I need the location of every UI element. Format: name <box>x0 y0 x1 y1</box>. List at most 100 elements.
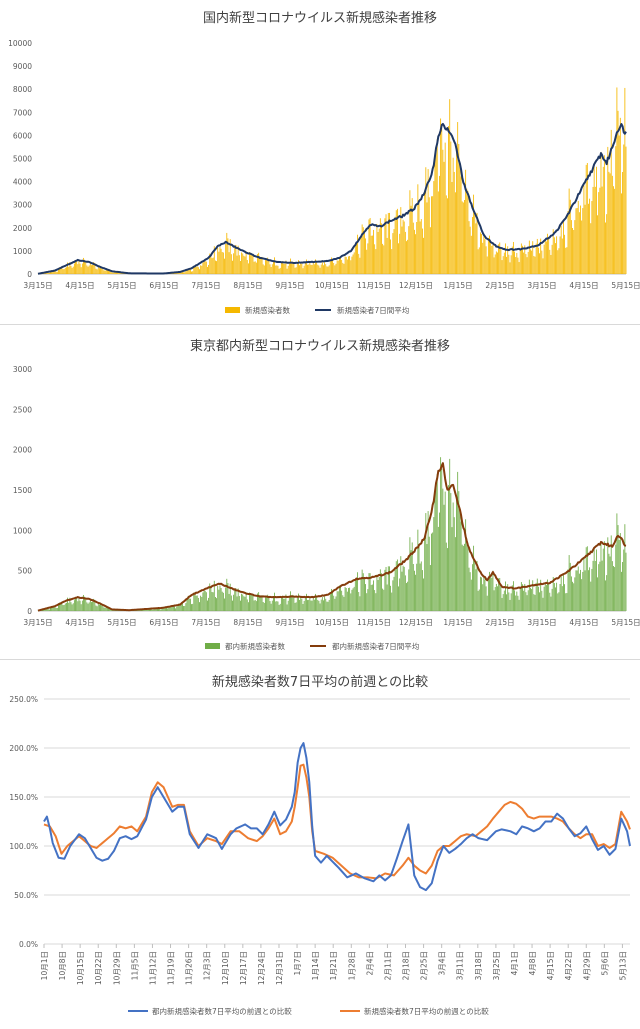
daily-bar <box>57 608 58 611</box>
daily-bar <box>408 569 409 611</box>
daily-bar <box>538 248 539 274</box>
legend-swatch-bar <box>205 643 220 649</box>
daily-bar <box>429 197 430 274</box>
daily-bar <box>256 601 257 611</box>
daily-bar <box>605 223 606 275</box>
daily-bar <box>307 600 308 611</box>
daily-bar <box>233 595 234 611</box>
daily-bar <box>307 265 308 274</box>
daily-bar <box>207 601 208 611</box>
y-tick-label: 1500 <box>13 486 32 495</box>
daily-bar <box>613 186 614 274</box>
daily-bar <box>620 118 621 274</box>
daily-bar <box>92 602 93 611</box>
daily-bar <box>365 238 366 274</box>
daily-bar <box>351 590 352 611</box>
daily-bar <box>121 273 122 274</box>
daily-bar <box>176 606 177 611</box>
daily-bar <box>620 533 621 611</box>
daily-bar <box>316 597 317 611</box>
daily-bar <box>619 136 620 274</box>
daily-bar <box>471 580 472 611</box>
daily-bar <box>481 234 482 274</box>
daily-bar <box>325 599 326 611</box>
daily-bar <box>576 570 577 611</box>
national-cases-chart: 国内新型コロナウイルス新規感染者推移1000090008000700060005… <box>0 0 640 323</box>
y-tick-label: 2000 <box>13 224 32 233</box>
y-tick-label: 200.0% <box>9 744 38 753</box>
daily-bar <box>582 572 583 611</box>
daily-bar <box>80 601 81 611</box>
daily-bar <box>488 238 489 274</box>
daily-bar <box>390 586 391 611</box>
daily-bar <box>245 597 246 611</box>
daily-bar <box>613 566 614 611</box>
daily-bar <box>359 596 360 611</box>
daily-bar <box>510 600 511 611</box>
daily-bar <box>436 487 437 611</box>
daily-bar <box>457 472 458 611</box>
daily-bar <box>588 204 589 274</box>
daily-bar <box>596 167 597 274</box>
y-tick-label: 7000 <box>13 108 32 117</box>
daily-bar <box>475 223 476 274</box>
daily-bar <box>308 264 309 274</box>
daily-bar <box>568 211 569 274</box>
seven-day-average-line <box>38 463 626 610</box>
daily-bar <box>328 602 329 611</box>
daily-bar <box>573 583 574 611</box>
daily-bar <box>98 603 99 611</box>
daily-bar <box>524 584 525 611</box>
daily-bar <box>63 605 64 611</box>
daily-bar <box>375 249 376 274</box>
daily-bar <box>427 544 428 611</box>
daily-bar <box>189 270 190 274</box>
daily-bar <box>356 243 357 274</box>
daily-bar <box>562 239 563 274</box>
daily-bar <box>424 190 425 274</box>
daily-bar <box>297 264 298 274</box>
daily-bar <box>354 587 355 611</box>
daily-bar <box>487 256 488 274</box>
daily-bar <box>614 189 615 274</box>
daily-bar <box>506 594 507 611</box>
daily-bar <box>506 257 507 274</box>
daily-bar <box>312 601 313 611</box>
daily-bar <box>99 268 100 274</box>
daily-bar <box>536 583 537 611</box>
daily-bar <box>562 586 563 611</box>
daily-bar <box>320 268 321 274</box>
daily-bar <box>110 272 111 274</box>
daily-bar <box>339 585 340 611</box>
x-tick-label: 3月15日 <box>527 618 556 627</box>
daily-bar <box>513 242 514 274</box>
daily-bar <box>293 263 294 274</box>
daily-bar <box>318 601 319 611</box>
daily-bar <box>371 236 372 274</box>
daily-bar <box>518 258 519 274</box>
daily-bar <box>358 592 359 611</box>
y-tick-label: 3000 <box>13 365 32 374</box>
daily-bar <box>435 487 436 611</box>
daily-bar <box>491 246 492 274</box>
y-tick-label: 9000 <box>13 62 32 71</box>
daily-bar <box>497 253 498 274</box>
daily-bar <box>74 600 75 611</box>
x-tick-label: 3月18日 <box>474 951 483 980</box>
daily-bar <box>554 237 555 274</box>
daily-bar <box>407 582 408 611</box>
daily-bar <box>387 585 388 612</box>
daily-bar <box>394 229 395 274</box>
daily-bar <box>239 255 240 274</box>
daily-bar <box>259 256 260 274</box>
daily-bar <box>433 517 434 611</box>
daily-bar <box>493 242 494 274</box>
daily-bar <box>623 550 624 612</box>
chart-title: 新規感染者数7日平均の前週との比較 <box>212 674 428 690</box>
daily-bar <box>421 219 422 274</box>
x-tick-label: 1月28日 <box>347 951 356 980</box>
daily-bar <box>589 199 590 274</box>
daily-bar <box>602 561 603 611</box>
daily-bar <box>321 600 322 611</box>
daily-bar <box>591 569 592 611</box>
